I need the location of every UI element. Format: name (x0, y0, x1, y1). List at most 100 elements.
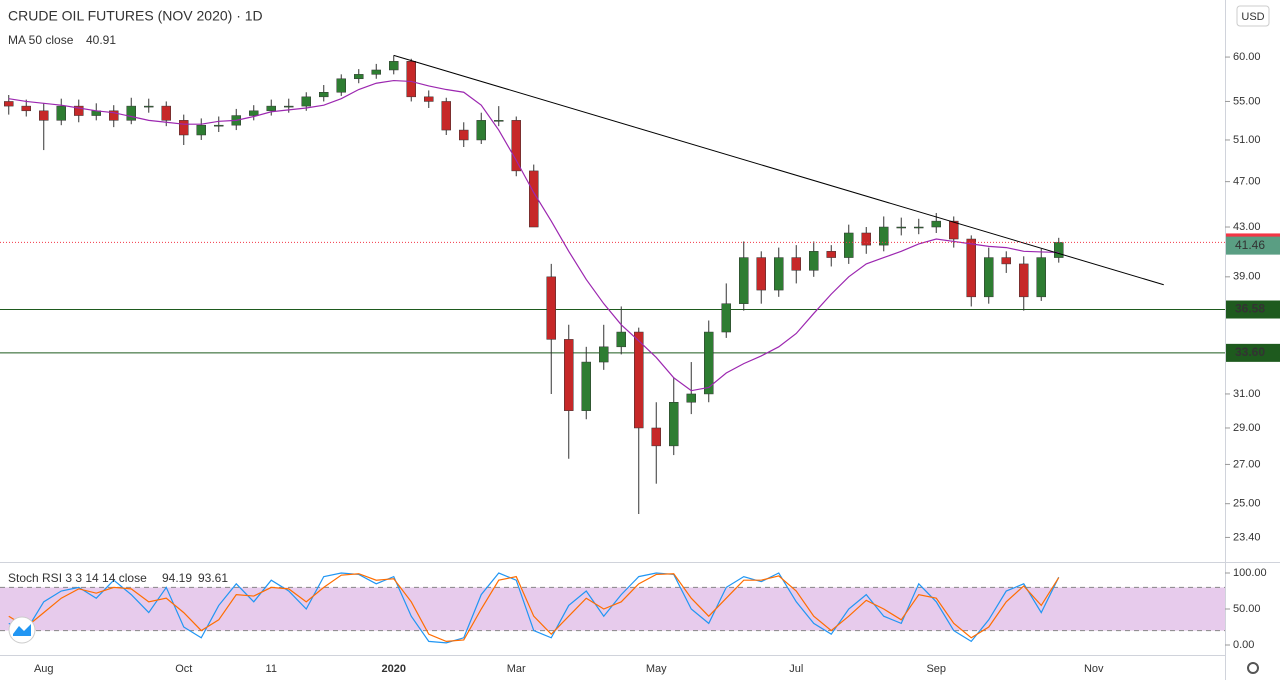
y-tick-label: 47.00 (1233, 176, 1261, 188)
candle-body (511, 120, 521, 172)
candle-body (1054, 242, 1064, 258)
trendline (393, 54, 1164, 286)
candle-body (809, 251, 819, 271)
stoch-legend: Stoch RSI 3 3 14 14 close (8, 571, 147, 585)
candle-body (266, 105, 276, 112)
plot: 60.00 55.00 51.00 47.00 43.00 39.00 31.00 29.00… (0, 51, 1280, 675)
candle-body (826, 251, 836, 258)
candle-body (896, 226, 906, 229)
candle-body (319, 92, 329, 98)
candle-body (651, 427, 661, 447)
y-tick-label: 50.00 (1233, 603, 1261, 615)
y-tick-label: 51.00 (1233, 134, 1261, 146)
candle-body (4, 101, 14, 107)
candle-body (774, 257, 784, 291)
candle-body (21, 105, 31, 112)
candle-body (441, 101, 451, 131)
candle-body (249, 110, 259, 116)
candle-body (214, 124, 224, 127)
y-tick-label: 29.00 (1233, 422, 1261, 434)
price-label-box (1226, 343, 1280, 362)
candle-body (476, 120, 486, 141)
candle-body (949, 220, 959, 240)
ma-legend-value: 40.91 (86, 33, 116, 47)
price-label: 41.46 (1235, 238, 1265, 252)
candle-body (161, 105, 171, 121)
candle-body (739, 257, 749, 304)
candle-body (861, 232, 871, 246)
candle-body (756, 257, 766, 291)
candle-body (914, 226, 924, 229)
ma-legend: MA 50 close (8, 33, 74, 47)
candle-body (406, 61, 416, 98)
candle-body (126, 105, 136, 121)
y-tick-label: 39.00 (1233, 271, 1261, 283)
candle-body (581, 361, 591, 411)
candle-body (1019, 263, 1029, 298)
candle-body (336, 78, 346, 93)
x-tick-label: Jul (789, 663, 803, 675)
candle-body (301, 96, 311, 107)
candle-body (354, 74, 364, 80)
y-tick-label: 27.00 (1233, 458, 1261, 470)
x-tick-label: Aug (34, 663, 54, 675)
candle-body (144, 105, 154, 108)
candle-body (284, 105, 294, 108)
y-tick-label: 43.00 (1233, 221, 1261, 233)
y-tick-label: 100.00 (1233, 567, 1267, 579)
x-tick-label: Mar (507, 663, 526, 675)
candle-body (704, 331, 714, 395)
candle-body (966, 238, 976, 298)
chart-title: CRUDE OIL FUTURES (NOV 2020) · 1D (8, 8, 263, 24)
y-tick-label: 60.00 (1233, 51, 1261, 63)
price-label: 33.60 (1235, 345, 1265, 359)
candle-body (634, 331, 644, 429)
currency: USD (1241, 11, 1264, 23)
x-tick-label: Nov (1084, 663, 1104, 675)
currency-button[interactable] (1236, 5, 1270, 27)
logo-icon (13, 624, 31, 636)
stoch-line (8, 573, 1060, 643)
candle-body (721, 303, 731, 333)
candle-body (686, 393, 696, 403)
x-tick-label: Sep (926, 663, 946, 675)
x-tick-label: 2020 (382, 663, 406, 675)
settings-button[interactable] (1247, 662, 1259, 674)
band (0, 587, 1225, 631)
candle-body (494, 120, 504, 122)
price-label: 36.58 (1235, 302, 1265, 316)
candle-body (599, 346, 609, 363)
candle-body (931, 220, 941, 228)
candle-body (1036, 257, 1046, 298)
y-tick-label: 23.40 (1233, 531, 1261, 543)
candle-body (546, 276, 556, 340)
y-tick-label: 31.00 (1233, 388, 1261, 400)
price-label-box (1226, 300, 1280, 319)
candle-body (564, 339, 574, 411)
candle-body (1001, 257, 1011, 265)
candle-body (179, 120, 189, 136)
candle-body (39, 110, 49, 121)
y-tick-label: 0.00 (1233, 639, 1254, 651)
candle-body (389, 61, 399, 71)
x-tick-label: May (646, 663, 667, 675)
stoch-line (8, 572, 1060, 644)
d-value: 93.61 (198, 571, 228, 585)
ma-line (8, 79, 1059, 392)
candle-body (459, 129, 469, 141)
x-tick-label: Oct (175, 663, 192, 675)
candle-body (791, 257, 801, 271)
candle-body (371, 69, 381, 75)
candle-body (109, 110, 119, 121)
candle-body (616, 331, 626, 348)
candle-body (56, 105, 66, 121)
candle-body (424, 96, 434, 102)
x-tick-label: 11 (266, 663, 277, 675)
price-label-box (1226, 236, 1280, 255)
candle-body (74, 105, 84, 116)
candle-body (879, 226, 889, 246)
y-tick-label: 25.00 (1233, 498, 1261, 510)
candle-body (196, 124, 206, 136)
y-tick-label: 55.00 (1233, 95, 1261, 107)
